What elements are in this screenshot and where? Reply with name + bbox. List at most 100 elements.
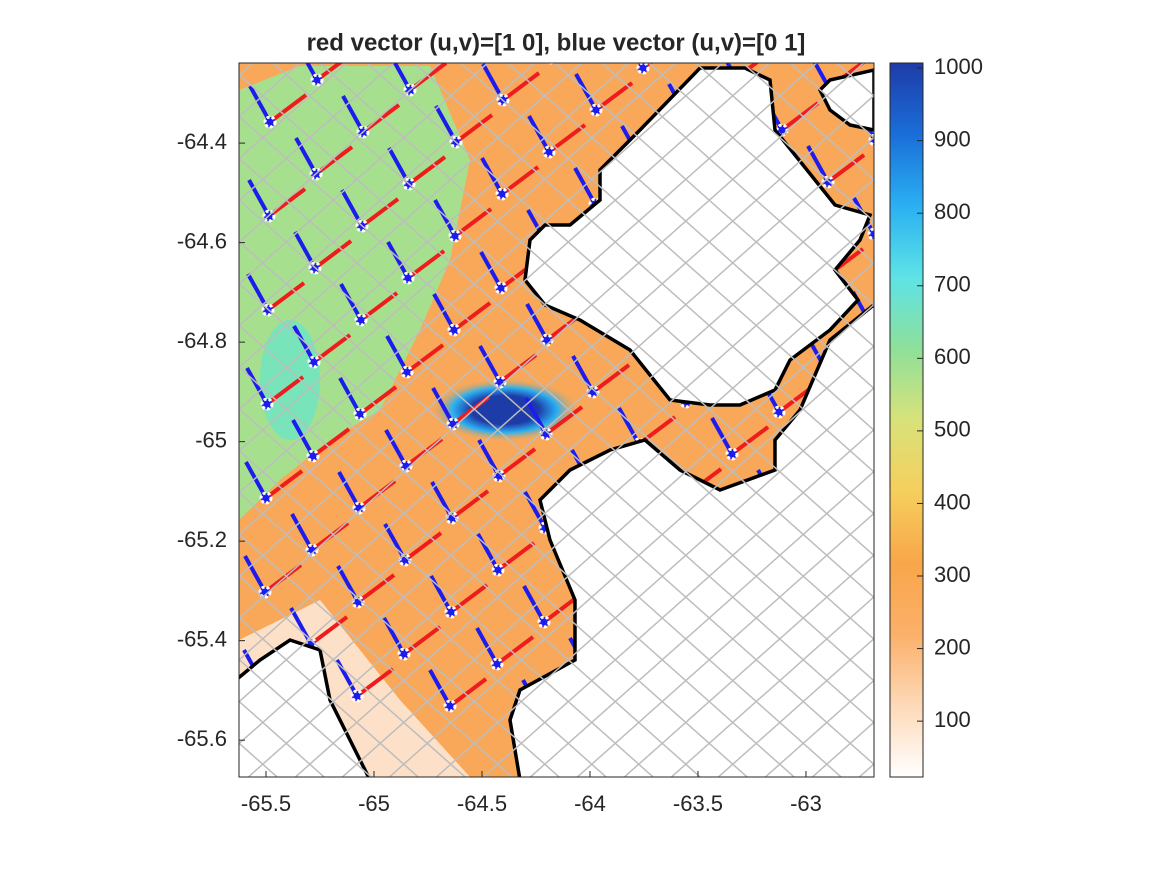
red-vector [544, 405, 584, 436]
blue-vector [392, 63, 412, 91]
blue-vector [433, 199, 457, 237]
red-vector [450, 489, 490, 520]
land [239, 66, 874, 777]
colorbar-tick-label: 700 [934, 272, 971, 297]
graticule-line [459, 63, 874, 432]
graticule-line [239, 63, 348, 160]
blue-vector [617, 407, 641, 445]
blue-vector [291, 419, 315, 457]
red-vector [267, 187, 307, 218]
graticule-line [1140, 40, 1167, 840]
blue-vector [479, 251, 503, 289]
blue-vector [341, 95, 365, 133]
graticule-line [239, 407, 655, 777]
graticule-line [741, 63, 874, 181]
blue-vector [480, 157, 504, 195]
field-region [260, 320, 320, 440]
y-tick-label: -65.4 [177, 626, 227, 651]
vector-origin [260, 397, 274, 411]
red-vector [402, 625, 442, 656]
x-tick-label: -63 [790, 791, 822, 816]
blue-vector [428, 669, 452, 707]
blue-vector [574, 73, 598, 111]
red-vector [495, 635, 535, 666]
blue-vector [710, 417, 734, 455]
graticule-line [529, 470, 874, 777]
vector-origin [443, 699, 457, 713]
vector-origin [772, 405, 786, 419]
blue-vector [386, 241, 410, 279]
red-vector [780, 101, 820, 132]
graticule-line [952, 20, 1167, 820]
vector-origin [537, 615, 551, 629]
vector-origin [589, 103, 603, 117]
colorbar-tick-label: 400 [934, 489, 971, 514]
graticule-line [239, 240, 843, 777]
graticule-line [1140, 20, 1167, 820]
graticule-line [239, 700, 326, 777]
graticule-line [0, 20, 160, 820]
red-vector [355, 667, 395, 698]
x-tick-label: -65.5 [241, 791, 291, 816]
graticule-line [365, 63, 874, 515]
graticule-line [239, 73, 874, 641]
vector-origin [310, 73, 324, 87]
red-vector [591, 363, 631, 394]
colorbar-tick-label: 800 [934, 199, 971, 224]
blue-vector [243, 555, 267, 593]
red-vector [407, 155, 447, 186]
graticule-line [1046, 20, 1167, 820]
vector-origin [490, 657, 504, 671]
vector-origin [354, 313, 368, 327]
blue-vector [292, 325, 316, 363]
graticule-line [764, 679, 874, 777]
blue-vector [305, 63, 319, 81]
graticule-line [239, 449, 608, 777]
blue-vector [432, 293, 456, 331]
red-vector [449, 583, 489, 614]
red-vector [266, 281, 306, 312]
red-vector [359, 291, 399, 322]
red-vector [453, 207, 493, 238]
red-vector [454, 113, 494, 144]
vector-origin [263, 115, 277, 129]
graticule-line [239, 574, 467, 777]
graticule-line [239, 63, 677, 453]
red-vector [312, 333, 352, 364]
graticule-line [0, 20, 113, 820]
vector-origin [307, 355, 321, 369]
colorbar-tick-label: 100 [934, 707, 971, 732]
blue-vector [246, 273, 270, 311]
colorbar-tick-label: 500 [934, 417, 971, 442]
graticule-line [239, 324, 749, 777]
graticule-line [239, 157, 874, 724]
red-vector [314, 145, 354, 176]
vector-origin [542, 145, 556, 159]
graticule-line [239, 63, 724, 494]
y-tick-label: -65.6 [177, 726, 227, 751]
blue-vector [244, 461, 268, 499]
blue-vector [527, 115, 551, 153]
red-vector [265, 375, 305, 406]
graticule-line [239, 533, 514, 777]
blue-vector [339, 283, 363, 321]
vector-origin [448, 229, 462, 243]
vector-origin [444, 605, 458, 619]
graticule-line [247, 219, 874, 777]
vector-origin [258, 585, 272, 599]
graticule-line [576, 512, 874, 777]
vector-origin [397, 647, 411, 661]
graticule-line [318, 63, 874, 557]
graticule-line [239, 136, 874, 703]
red-vector [405, 343, 445, 374]
graticule-line [670, 595, 874, 777]
vector-origin [494, 281, 508, 295]
red-vector [360, 197, 400, 228]
graticule-line [0, 40, 66, 840]
graticule-line [239, 616, 420, 777]
red-vector [497, 447, 537, 478]
y-tick-label: -64.8 [177, 328, 227, 353]
colorbar-tick-label: 900 [934, 126, 971, 151]
graticule-line [239, 63, 395, 202]
blue-vector [525, 303, 549, 341]
